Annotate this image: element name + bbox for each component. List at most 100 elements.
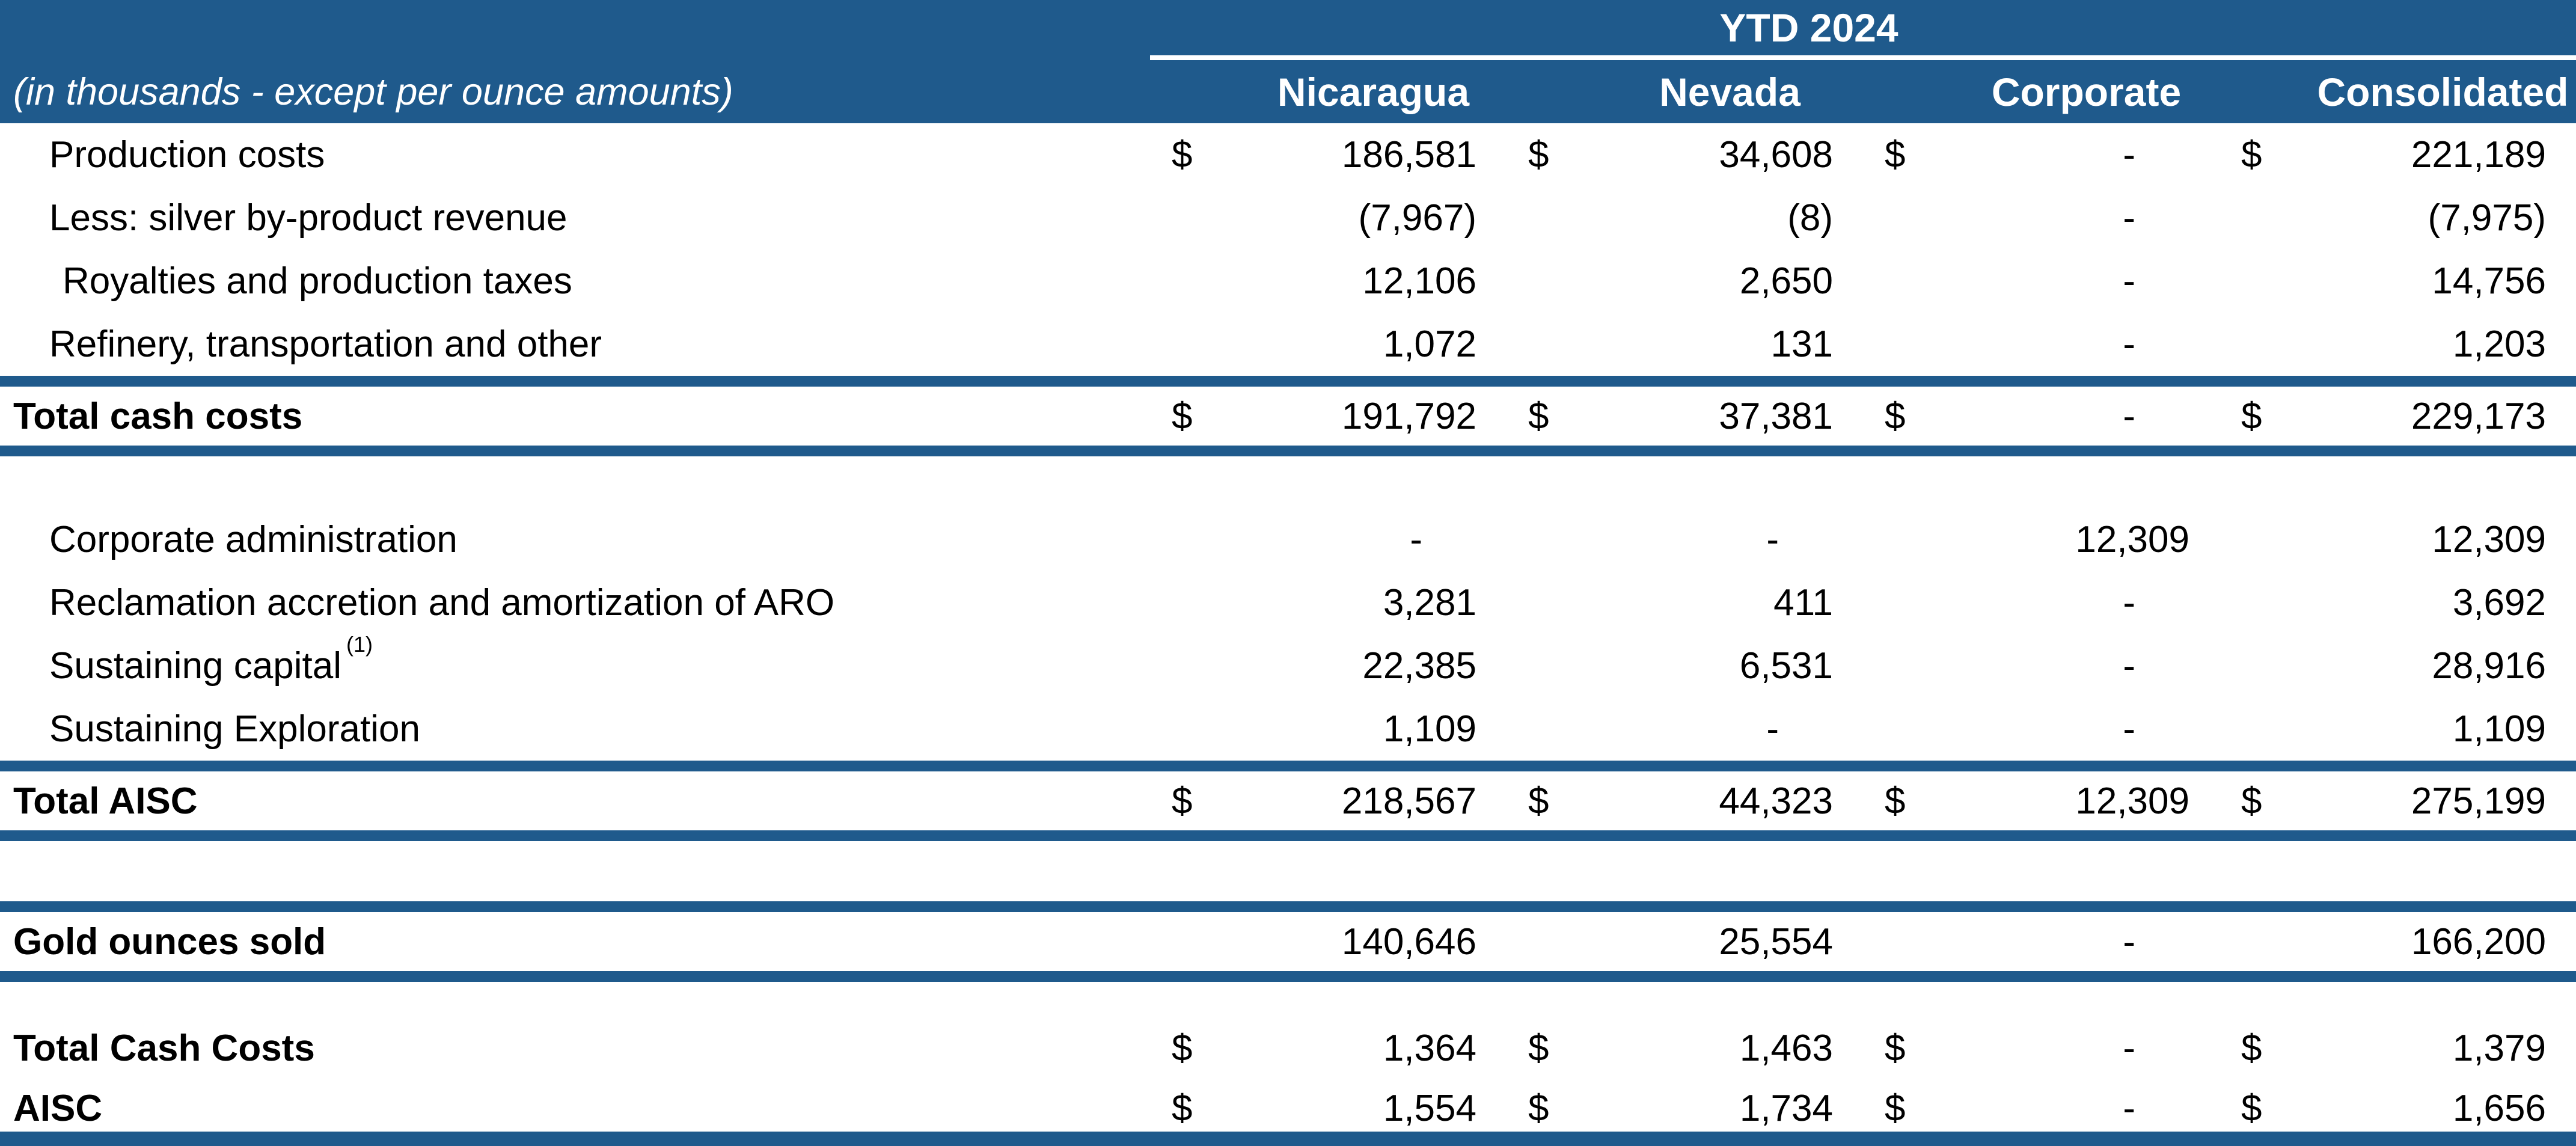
cell-value: 131 bbox=[1770, 323, 1833, 365]
row-label-text: Sustaining capital bbox=[49, 645, 341, 687]
row-label-text: Reclamation accretion and amortization o… bbox=[49, 582, 835, 624]
currency-symbol: $ bbox=[2241, 1027, 2262, 1069]
row-label: Sustaining Exploration bbox=[0, 708, 1150, 750]
data-cell: $44,323 bbox=[1507, 771, 1863, 830]
cell-value: - bbox=[2123, 197, 2135, 239]
footnote-reference: (1) bbox=[346, 632, 373, 657]
cell-value: 218,567 bbox=[1341, 780, 1476, 822]
table-row: Refinery, transportation and other 1,072 1… bbox=[0, 313, 2576, 376]
row-label-text: Production costs bbox=[49, 134, 325, 176]
cell-value: - bbox=[2123, 260, 2135, 302]
data-cell: $1,364 bbox=[1150, 1018, 1507, 1078]
row-label: Total cash costs bbox=[0, 395, 1150, 438]
table-row: Sustaining capital(1) 22,385 6,531 - 28,916 bbox=[0, 632, 2576, 697]
data-cell: - bbox=[1863, 912, 2220, 971]
row-label: Reclamation accretion and amortization o… bbox=[0, 581, 1150, 624]
data-cell: $12,309 bbox=[1863, 771, 2220, 830]
currency-symbol: $ bbox=[1885, 780, 1906, 822]
row-label: Gold ounces sold bbox=[0, 921, 1150, 963]
data-cell: 411 bbox=[1507, 571, 1863, 634]
cell-value: 1,734 bbox=[1739, 1087, 1833, 1129]
row-label: Royalties and production taxes bbox=[0, 260, 1150, 302]
header-corner bbox=[0, 0, 1150, 60]
data-cell: - bbox=[1863, 571, 2220, 634]
row-label: Corporate administration bbox=[0, 518, 1150, 561]
cell-value: 411 bbox=[1773, 582, 1833, 624]
row-label-text: Refinery, transportation and other bbox=[49, 323, 602, 365]
data-cell: $37,381 bbox=[1507, 387, 1863, 446]
data-cell: $ - bbox=[1863, 1078, 2220, 1138]
cell-value: 1,463 bbox=[1739, 1027, 1833, 1069]
cell-value: 3,281 bbox=[1383, 582, 1476, 624]
data-cell: - bbox=[1863, 313, 2220, 376]
period-header-row: YTD 2024 bbox=[0, 0, 2576, 60]
currency-symbol: $ bbox=[2241, 1087, 2262, 1129]
cell-value: 28,916 bbox=[2432, 645, 2546, 687]
currency-symbol: $ bbox=[1885, 1027, 1906, 1069]
data-cell: 2,650 bbox=[1507, 250, 1863, 313]
currency-symbol: $ bbox=[1885, 1087, 1906, 1129]
column-headers: Nicaragua Nevada Corporate Consolidated bbox=[1150, 69, 2576, 115]
period-header: YTD 2024 bbox=[1150, 0, 2576, 60]
cell-value: - bbox=[2123, 323, 2135, 365]
currency-symbol: $ bbox=[2241, 134, 2262, 176]
row-label-text: Sustaining Exploration bbox=[49, 708, 420, 750]
data-cell: - bbox=[1150, 508, 1507, 571]
data-cell: 3,281 bbox=[1150, 571, 1507, 634]
currency-symbol: $ bbox=[1172, 1027, 1193, 1069]
row-label-text: Corporate administration bbox=[49, 519, 457, 560]
data-cell: $229,173 bbox=[2220, 387, 2576, 446]
data-cell: 12,309 bbox=[1863, 508, 2220, 571]
currency-symbol: $ bbox=[1528, 1087, 1549, 1129]
row-label: AISC bbox=[0, 1087, 1150, 1130]
data-cell: (7,967) bbox=[1150, 186, 1507, 250]
table-row: Sustaining Exploration 1,109 - - 1,109 bbox=[0, 697, 2576, 761]
cell-value: 34,608 bbox=[1719, 134, 1833, 176]
cell-value: 275,199 bbox=[2411, 780, 2546, 822]
currency-symbol: $ bbox=[1172, 780, 1193, 822]
data-cell: 140,646 bbox=[1150, 912, 1507, 971]
table-bottom-border bbox=[0, 1132, 2576, 1146]
spacer-row bbox=[0, 982, 2576, 1018]
cell-value: - bbox=[2123, 708, 2135, 750]
currency-symbol: $ bbox=[1885, 395, 1906, 437]
table-row: AISC $1,554 $1,734 $ - $1,656 bbox=[0, 1078, 2576, 1138]
row-label-text: Total Cash Costs bbox=[13, 1027, 315, 1069]
cell-value: 1,109 bbox=[2452, 708, 2546, 750]
table-body: Production costs $186,581 $34,608 $ - $221,18… bbox=[0, 123, 2576, 1138]
cell-value: 12,106 bbox=[1362, 260, 1476, 302]
data-cell: 1,203 bbox=[2220, 313, 2576, 376]
data-cell: $1,554 bbox=[1150, 1078, 1507, 1138]
data-cell: $275,199 bbox=[2220, 771, 2576, 830]
row-label-text: Gold ounces sold bbox=[13, 921, 326, 963]
currency-symbol: $ bbox=[2241, 395, 2262, 437]
cell-value: 229,173 bbox=[2411, 395, 2546, 437]
cell-value: - bbox=[2123, 921, 2135, 963]
cell-value: 1,203 bbox=[2452, 323, 2546, 365]
row-label-text: Total cash costs bbox=[13, 395, 303, 437]
data-cell: $1,463 bbox=[1507, 1018, 1863, 1078]
cell-value: 12,309 bbox=[2432, 519, 2546, 560]
data-cell: $186,581 bbox=[1150, 123, 1507, 186]
column-header-corporate: Corporate bbox=[1991, 69, 2182, 114]
cell-value: 186,581 bbox=[1341, 134, 1476, 176]
cell-value: - bbox=[1766, 708, 1779, 750]
data-cell: - bbox=[1863, 634, 2220, 697]
total-row: Gold ounces sold 140,646 25,554 - 166,200 bbox=[0, 901, 2576, 982]
data-cell: $ - bbox=[1863, 123, 2220, 186]
data-cell: - bbox=[1863, 250, 2220, 313]
cell-value: 191,792 bbox=[1341, 395, 1476, 437]
currency-symbol: $ bbox=[1528, 780, 1549, 822]
data-cell: - bbox=[1863, 186, 2220, 250]
cell-value: - bbox=[2123, 1027, 2135, 1069]
column-header-consolidated: Consolidated bbox=[2317, 69, 2569, 114]
cell-value: 6,531 bbox=[1739, 645, 1833, 687]
cell-value: 44,323 bbox=[1719, 780, 1833, 822]
data-cell: $1,656 bbox=[2220, 1078, 2576, 1138]
cell-value: 1,554 bbox=[1383, 1087, 1476, 1129]
data-cell: 14,756 bbox=[2220, 250, 2576, 313]
cell-value: - bbox=[2123, 134, 2135, 176]
row-label: Production costs bbox=[0, 133, 1150, 176]
table-row: Less: silver by-product revenue (7,967) (8… bbox=[0, 186, 2576, 250]
